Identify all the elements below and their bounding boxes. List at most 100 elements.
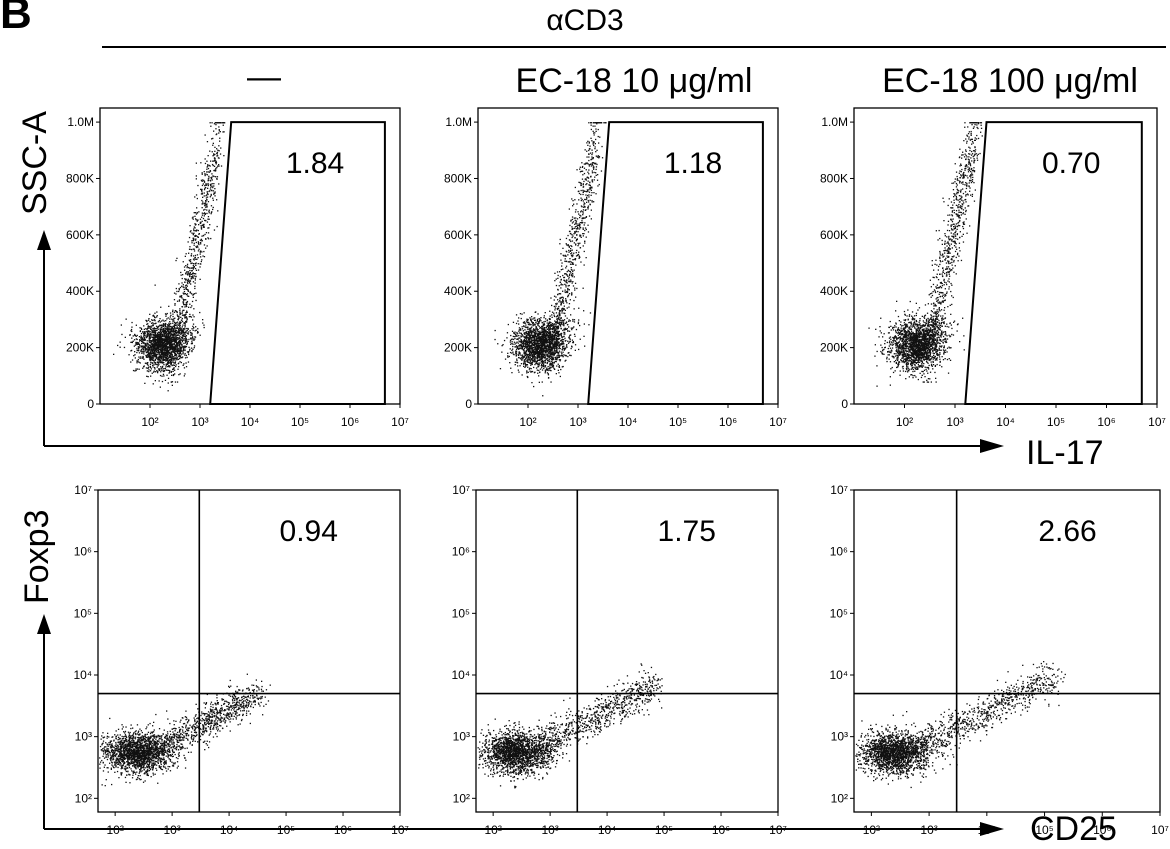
y-tick-label: 10⁶ — [830, 545, 848, 559]
x-tick-label: 10⁶ — [334, 823, 352, 837]
y-tick-label: 400K — [444, 284, 472, 298]
plot-frame — [97, 489, 401, 813]
event-dots — [868, 122, 983, 387]
x-tick-label: 10⁴ — [996, 415, 1015, 429]
y-tick-label: 10³ — [831, 730, 848, 744]
x-tick-label: 10⁴ — [619, 415, 638, 429]
y-tick-label: 400K — [820, 284, 848, 298]
x-tick-label: 10⁵ — [1035, 823, 1053, 837]
x-tick-label: 10⁵ — [669, 415, 687, 429]
event-dots — [494, 122, 607, 397]
y-tick-label: 1.0M — [445, 115, 472, 129]
y-tick-label: 600K — [444, 228, 472, 242]
x-tick-label: 10² — [484, 823, 501, 837]
row2-y-arrowhead — [37, 614, 51, 634]
gate-percentage: 0.94 — [280, 515, 338, 548]
y-tick-label: 10⁵ — [452, 606, 470, 620]
y-tick-label: 10⁶ — [74, 545, 92, 559]
plot-frame — [99, 107, 401, 405]
y-tick-label: 800K — [820, 171, 848, 185]
plot-frame — [853, 489, 1161, 813]
header-title: αCD3 — [546, 4, 624, 37]
gate-polygon — [964, 121, 1143, 405]
y-tick-label: 10³ — [75, 730, 92, 744]
y-tick-label: 0 — [841, 397, 848, 411]
x-tick-label: 10³ — [946, 415, 963, 429]
axis-arrows — [37, 230, 1004, 836]
x-tick-label: 10² — [141, 415, 158, 429]
gate-polygon — [209, 121, 386, 405]
y-tick-label: 10⁵ — [830, 606, 848, 620]
y-tick-label: 600K — [66, 228, 94, 242]
y-tick-label: 0 — [87, 397, 94, 411]
plot-frame — [475, 489, 779, 813]
y-tick-label: 10² — [75, 791, 92, 805]
y-tick-label: 200K — [820, 341, 848, 355]
event-dots — [477, 663, 663, 789]
y-tick-label: 10⁷ — [74, 483, 92, 497]
row1-x-axis-title: IL-17 — [1026, 434, 1104, 472]
y-tick-label: 1.0M — [67, 115, 94, 129]
x-tick-label: 10⁵ — [291, 415, 309, 429]
x-tick-label: 10³ — [920, 823, 937, 837]
plot-frame — [853, 107, 1158, 405]
row2-x-arrowhead — [980, 822, 1004, 836]
x-tick-label: 10² — [519, 415, 536, 429]
y-tick-label: 10³ — [453, 730, 470, 744]
x-tick-label: 10³ — [541, 823, 558, 837]
gate-percentage: 1.18 — [664, 147, 722, 180]
row1-y-arrowhead — [37, 230, 51, 250]
chart-panel-2: 1.18 10² 10³ 10⁴ 10⁵ 10⁶ 10⁷ 0 200K 400K 600K 800K 1… — [444, 107, 787, 429]
chart-panel-1: 1.84 10² 10³ 10⁴ 10⁵ 10⁶ 10⁷ 0 200K 400K 600K 800K 1… — [66, 107, 409, 429]
y-tick-label: 10⁶ — [452, 545, 470, 559]
condition-label-control: — — [247, 58, 281, 96]
x-tick-label: 10² — [896, 415, 913, 429]
y-tick-label: 200K — [444, 341, 472, 355]
gate-polygon — [587, 121, 764, 405]
chart-panel-5: 1.75 10² 10³ 10⁴ 10⁵ 10⁶ 10⁷ 10² 10³ 10⁴ 10⁵ 10⁶ 10⁷ — [451, 483, 786, 837]
x-tick-label: 10⁴ — [978, 823, 997, 837]
x-tick-label: 10³ — [191, 415, 208, 429]
x-tick-label: 10⁵ — [277, 823, 295, 837]
y-tick-label: 400K — [66, 284, 94, 298]
row2-x-axis-title: CD25 — [1030, 810, 1117, 848]
x-tick-label: 10⁷ — [391, 823, 409, 837]
condition-label-ec18-10: EC-18 10 μg/ml — [515, 62, 753, 100]
row1-x-arrowhead — [980, 439, 1004, 453]
y-tick-label: 10⁴ — [829, 668, 848, 682]
y-tick-label: 10² — [453, 791, 470, 805]
y-tick-label: 10⁴ — [451, 668, 470, 682]
panel-letter: B — [0, 0, 32, 38]
x-tick-label: 10⁶ — [341, 415, 359, 429]
y-tick-label: 800K — [444, 171, 472, 185]
x-tick-label: 10⁶ — [719, 415, 737, 429]
x-tick-label: 10² — [106, 823, 123, 837]
y-tick-label: 1.0M — [821, 115, 848, 129]
x-tick-label: 10⁷ — [1148, 415, 1166, 429]
x-tick-label: 10⁴ — [598, 823, 617, 837]
event-dots — [855, 661, 1066, 789]
chart-panel-4: 0.94 10² 10³ 10⁴ 10⁵ 10⁶ 10⁷ 10² 10³ 10⁴ 10⁵ 10⁶ 10⁷ — [73, 483, 408, 837]
y-tick-label: 600K — [820, 228, 848, 242]
x-tick-label: 10⁷ — [391, 415, 409, 429]
x-tick-label: 10² — [863, 823, 880, 837]
condition-label-ec18-100: EC-18 100 μg/ml — [882, 62, 1138, 100]
y-tick-label: 200K — [66, 341, 94, 355]
x-tick-label: 10⁶ — [712, 823, 730, 837]
y-tick-label: 10⁷ — [830, 483, 848, 497]
gate-percentage: 1.84 — [286, 147, 344, 180]
x-tick-label: 10⁵ — [655, 823, 673, 837]
y-tick-label: 800K — [66, 171, 94, 185]
gate-percentage: 2.66 — [1038, 515, 1096, 548]
x-tick-label: 10⁴ — [220, 823, 239, 837]
y-tick-label: 10⁴ — [73, 668, 92, 682]
gate-percentage: 1.75 — [658, 515, 716, 548]
y-tick-label: 10² — [831, 791, 848, 805]
y-tick-label: 0 — [465, 397, 472, 411]
chart-panel-6: 2.66 10² 10³ 10⁴ 10⁵ 10⁶ 10⁷ 10² 10³ 10⁴ 10⁵ 10⁶ 10⁷ — [829, 483, 1168, 837]
chart-panel-3: 0.70 10² 10³ 10⁴ 10⁵ 10⁶ 10⁷ 0 200K 400K 600K 800K 1… — [820, 107, 1166, 429]
event-dots — [113, 122, 226, 392]
y-tick-label: 10⁷ — [452, 483, 470, 497]
x-tick-label: 10³ — [163, 823, 180, 837]
